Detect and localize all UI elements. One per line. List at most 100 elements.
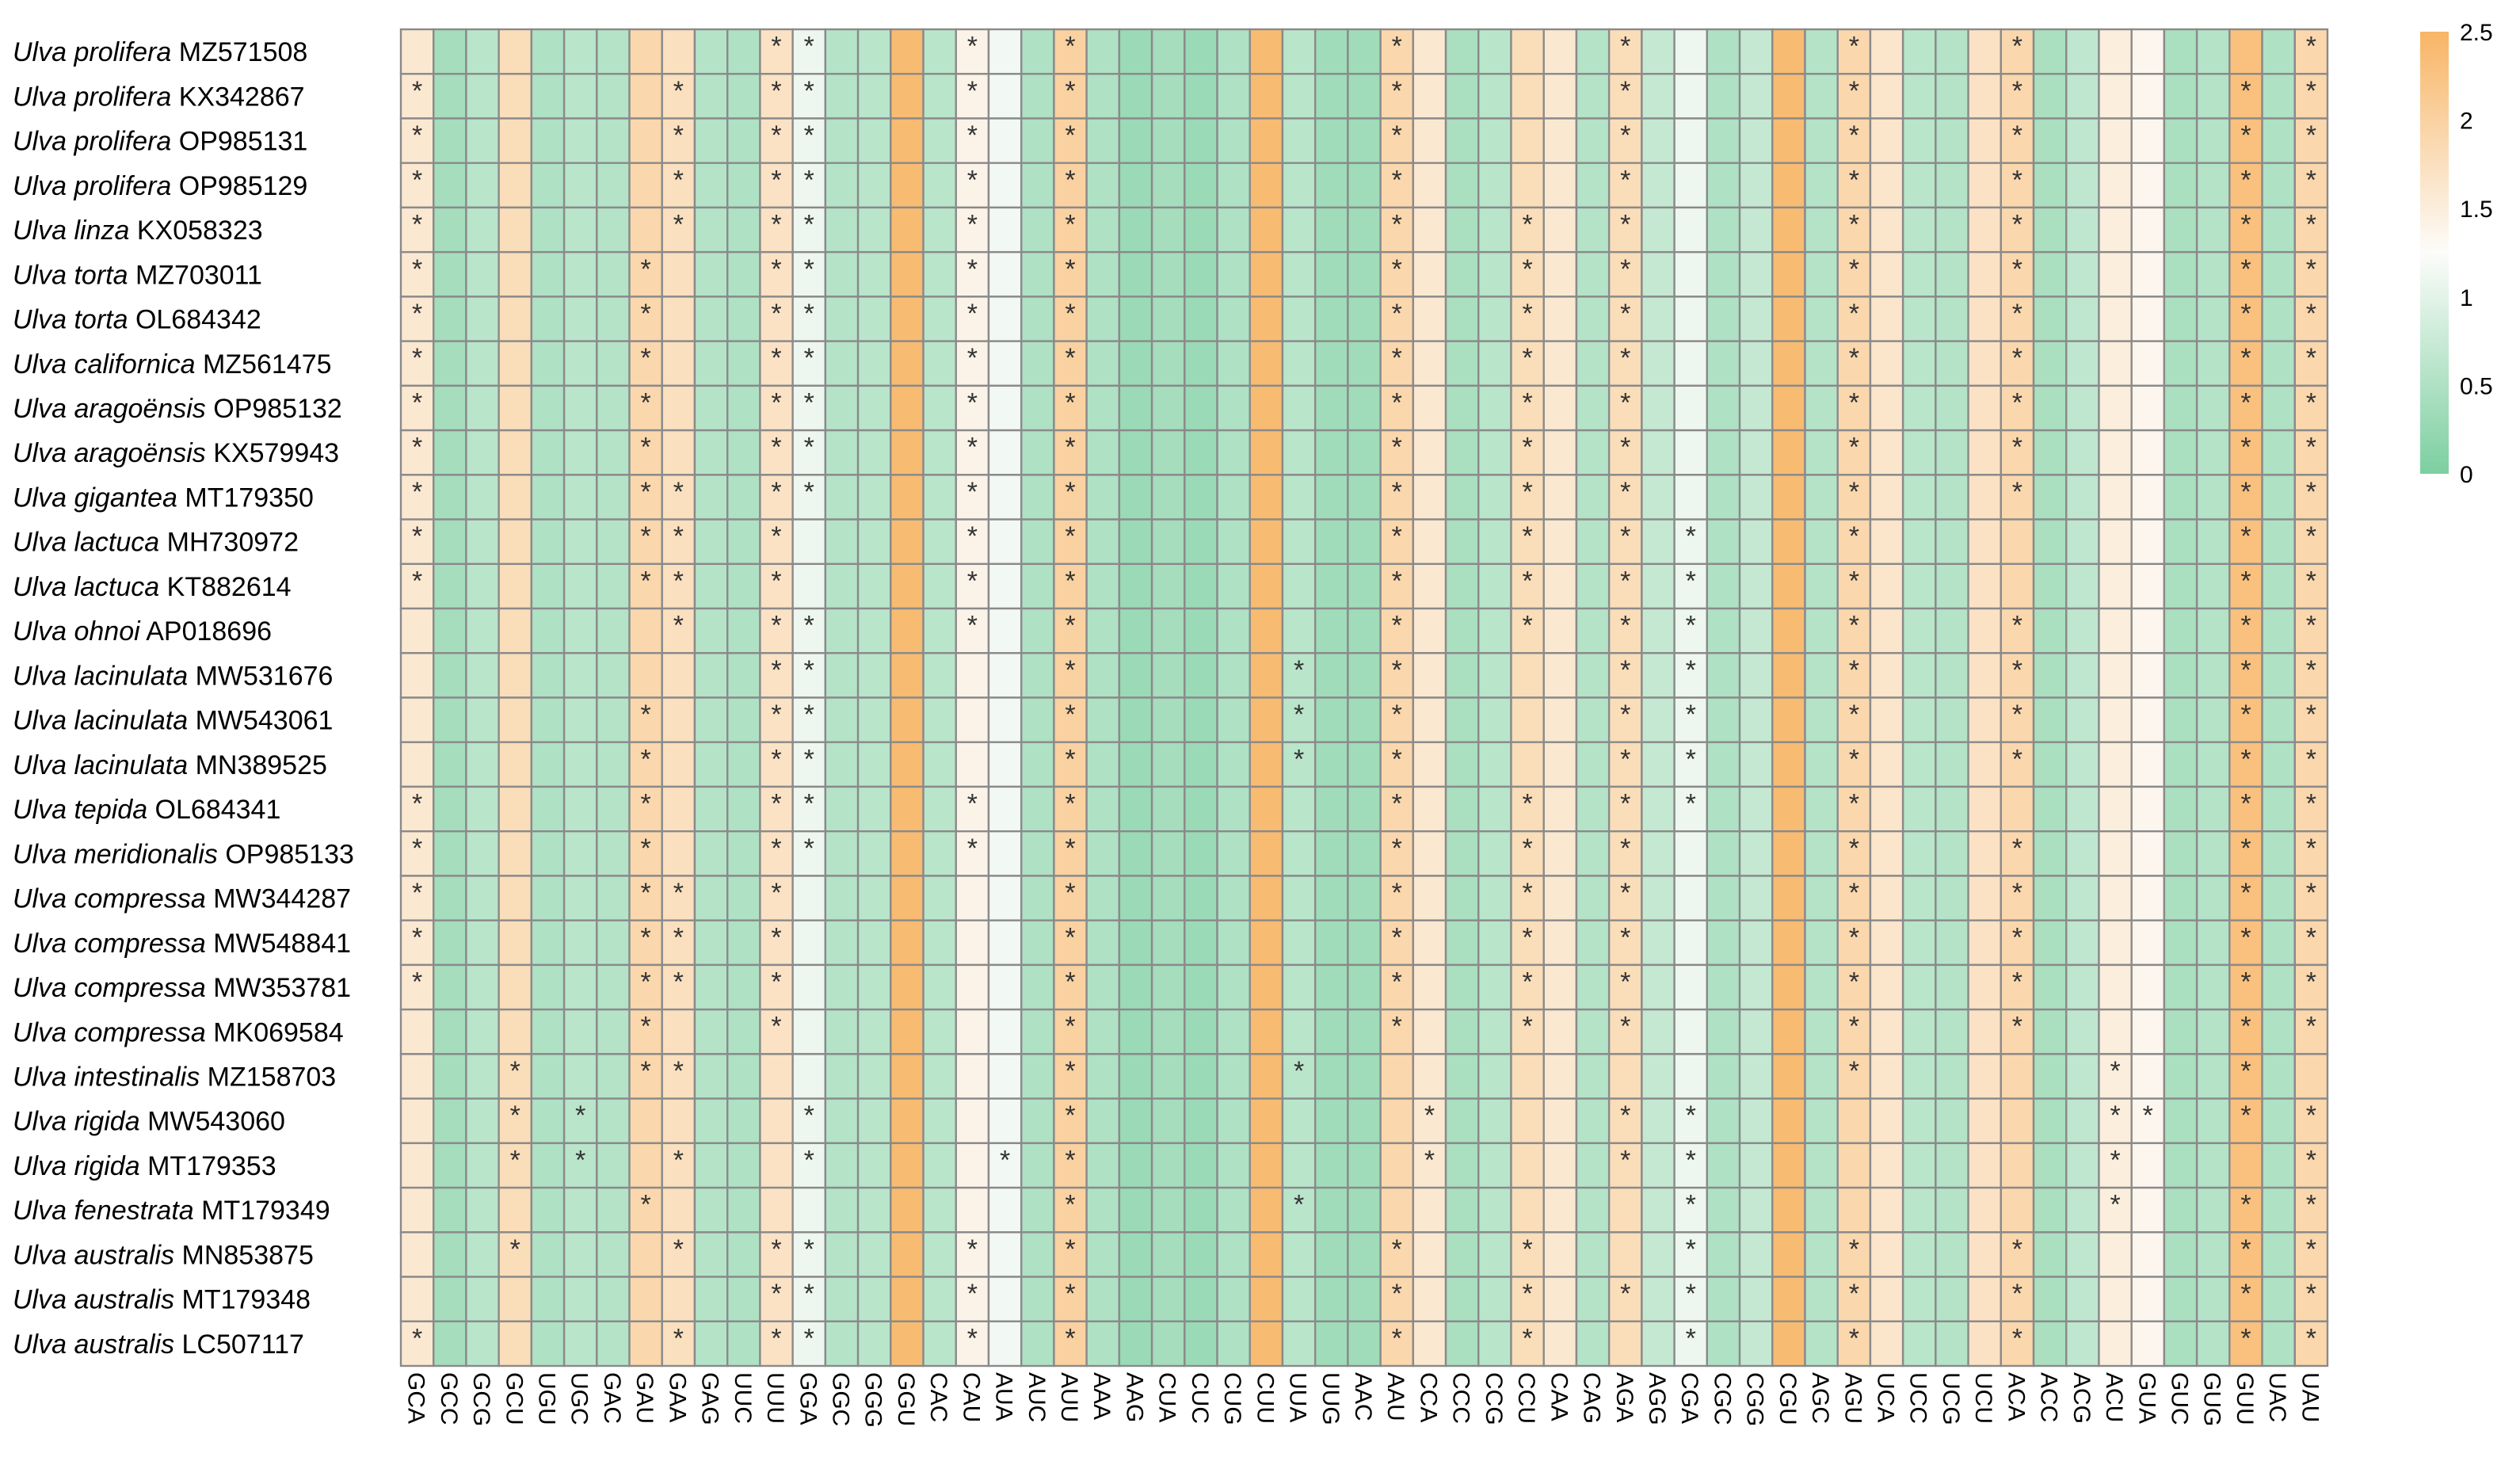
heatmap-cell (1575, 340, 1611, 387)
significance-star: * (1065, 343, 1075, 373)
heatmap-cell (759, 696, 794, 743)
heatmap-cell (498, 206, 533, 254)
heatmap-cell (1249, 830, 1284, 877)
heatmap-cell (2000, 518, 2035, 565)
heatmap-cell (1673, 73, 1709, 120)
heatmap-cell (824, 1320, 860, 1368)
heatmap-cell (693, 250, 729, 298)
heatmap-cell (1935, 875, 1969, 921)
significance-star: * (2012, 922, 2022, 952)
heatmap-cell (987, 1097, 1023, 1145)
row-label-species: Ulva gigantea (13, 483, 177, 513)
heatmap-cell (987, 28, 1023, 75)
heatmap-cell (791, 1320, 827, 1368)
heatmap-cell (530, 117, 566, 164)
heatmap-cell (1967, 1008, 2002, 1055)
heatmap-cell (2195, 28, 2231, 75)
column-label: AUU (1056, 1372, 1082, 1422)
significance-star: * (967, 299, 978, 329)
heatmap-cell (596, 563, 631, 610)
heatmap-cell (1347, 1320, 1382, 1368)
heatmap-cell (1347, 963, 1382, 1011)
significance-star: * (1620, 789, 1630, 819)
heatmap-cell (1477, 1053, 1512, 1100)
significance-star: * (2012, 477, 2022, 507)
column-label: GAC (599, 1372, 625, 1424)
heatmap-cell (596, 963, 631, 1011)
heatmap-cell (1444, 250, 1480, 298)
significance-star: * (771, 343, 781, 373)
heatmap-cell (530, 296, 566, 342)
heatmap-cell (1935, 296, 1969, 342)
heatmap-cell (1150, 162, 1186, 209)
significance-star: * (2240, 477, 2251, 507)
heatmap-cell (2130, 429, 2166, 476)
row-label-species: Ulva intestinalis (13, 1062, 200, 1092)
row-label: Ulva lactuca MH730972 (13, 528, 299, 558)
significance-star: * (1849, 1279, 1859, 1309)
heatmap-cell (1216, 1186, 1251, 1234)
significance-star: * (1849, 655, 1859, 685)
heatmap-cell (726, 206, 761, 254)
heatmap-cell (2032, 1053, 2068, 1100)
significance-star: * (1522, 967, 1532, 998)
heatmap-cell (2163, 1320, 2198, 1368)
heatmap-cell (2228, 963, 2263, 1011)
heatmap-cell (693, 1142, 729, 1189)
heatmap-cell (1249, 963, 1284, 1011)
column-label: AUC (1024, 1372, 1050, 1422)
heatmap-cell (1085, 830, 1121, 877)
heatmap-cell (1901, 474, 1937, 521)
heatmap-cell (1706, 741, 1741, 788)
significance-star: * (2240, 1012, 2251, 1042)
heatmap-cell (399, 296, 435, 342)
heatmap-cell (1967, 963, 2002, 1011)
heatmap-cell (890, 652, 925, 699)
heatmap-cell (596, 73, 631, 120)
heatmap-cell (1053, 206, 1088, 254)
heatmap-cell (2195, 875, 2231, 921)
heatmap-cell (399, 206, 435, 254)
heatmap-cell (987, 206, 1023, 254)
heatmap-cell (2065, 429, 2100, 476)
heatmap-cell (1020, 652, 1055, 699)
significance-star: * (1849, 566, 1859, 596)
heatmap-cell (1706, 296, 1741, 342)
heatmap-cell (498, 785, 533, 833)
heatmap-cell (1477, 563, 1512, 610)
significance-star: * (1392, 833, 1402, 864)
row-label: Ulva aragoënsis OP985132 (13, 394, 342, 424)
heatmap-cell (1967, 28, 2002, 75)
heatmap-cell (1836, 206, 1872, 254)
heatmap-cell (1804, 73, 1839, 120)
significance-star: * (1392, 210, 1402, 240)
significance-star: * (967, 387, 978, 418)
heatmap-cell (1118, 1186, 1153, 1234)
heatmap-cell (1281, 1053, 1317, 1100)
heatmap-cell (726, 250, 761, 298)
heatmap-cell (2065, 384, 2100, 432)
heatmap-cell (2098, 1142, 2133, 1189)
heatmap-cell (1216, 117, 1251, 164)
heatmap-cell (987, 830, 1023, 877)
heatmap-cell (628, 652, 663, 699)
significance-star: * (1849, 878, 1859, 908)
heatmap-cell (1738, 340, 1774, 387)
row-label-accession: MW344287 (206, 884, 351, 914)
heatmap-cell (562, 741, 598, 788)
significance-star: * (1620, 611, 1630, 641)
heatmap-cell (1771, 785, 1806, 833)
significance-star: * (2240, 611, 2251, 641)
heatmap-cell (2195, 652, 2231, 699)
heatmap-cell (1706, 162, 1741, 209)
heatmap-cell (1184, 474, 1218, 521)
heatmap-cell (856, 73, 892, 120)
significance-star: * (967, 611, 978, 641)
heatmap-cell (498, 1142, 533, 1189)
heatmap-cell (1935, 1231, 1969, 1278)
heatmap-cell (2293, 875, 2329, 921)
heatmap-cell (1150, 1186, 1186, 1234)
significance-star: * (412, 387, 422, 418)
heatmap-cell (1477, 696, 1512, 743)
heatmap-cell (1020, 296, 1055, 342)
